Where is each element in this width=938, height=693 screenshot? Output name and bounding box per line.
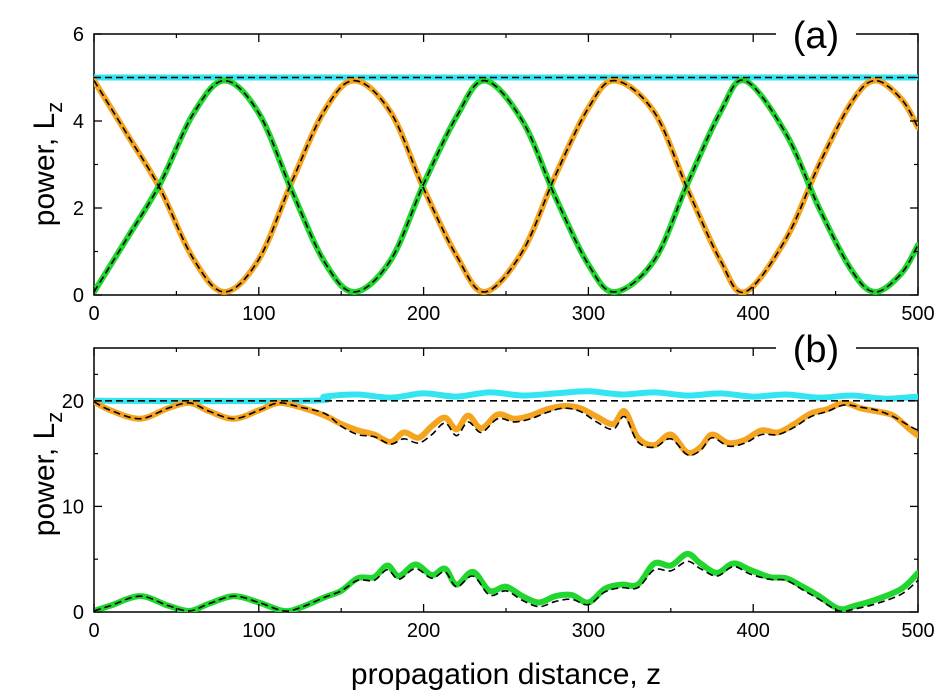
tick-layer: 0 100 200 300 400 500 0 10 20 (62, 348, 935, 642)
x-tick-label: 0 (88, 303, 99, 325)
series-line-1 (94, 77, 918, 295)
x-tick-label: 200 (407, 620, 440, 642)
panel-b: 0 100 200 300 400 500 0 10 20 (b) power, Lz prop… (28, 328, 935, 691)
y-axis-title-main: power, L (28, 113, 61, 226)
y-axis-title: power, Lz (28, 102, 67, 226)
series-line-4 (94, 79, 918, 294)
y-tick-label: 2 (73, 198, 84, 220)
x-tick-label: 0 (88, 620, 99, 642)
y-axis-title: power, Lz (28, 412, 67, 536)
series-line-2 (94, 550, 918, 612)
panel-a: 0 100 200 300 400 500 0 2 4 6 (a) power, Lz (28, 14, 935, 325)
series-line-0 (94, 388, 918, 405)
plot-frame (93, 347, 919, 613)
x-tick-label: 300 (572, 303, 605, 325)
series-line-4 (94, 401, 918, 457)
x-tick-label: 500 (901, 303, 934, 325)
y-tick-label: 6 (73, 24, 84, 46)
series-layer (94, 74, 918, 295)
panel-label: (a) (793, 15, 839, 57)
y-tick-label: 20 (62, 391, 84, 413)
x-tick-label: 200 (407, 303, 440, 325)
series-line-5 (94, 79, 918, 293)
x-tick-label: 500 (901, 620, 934, 642)
x-tick-label: 100 (242, 303, 275, 325)
y-tick-label: 4 (73, 111, 84, 133)
panel-label: (b) (793, 329, 839, 371)
series-line-2 (94, 77, 918, 295)
series-layer (94, 388, 918, 612)
y-axis-title-subscript: z (42, 102, 67, 113)
y-axis-title-main: power, L (28, 423, 61, 536)
x-tick-label: 400 (737, 303, 770, 325)
y-tick-label: 10 (62, 496, 84, 518)
plot-frame (93, 33, 919, 296)
panel-label-mask (776, 328, 856, 368)
x-tick-label: 300 (572, 620, 605, 642)
x-tick-label: 100 (242, 620, 275, 642)
y-tick-label: 0 (73, 602, 84, 624)
series-line-5 (94, 560, 918, 612)
y-axis-title-subscript: z (42, 412, 67, 423)
tick-layer: 0 100 200 300 400 500 0 2 4 6 (73, 24, 935, 325)
x-tick-label: 400 (737, 620, 770, 642)
x-axis-title: propagation distance, z (351, 658, 661, 691)
y-tick-label: 0 (73, 285, 84, 307)
panel-label-mask (776, 14, 856, 54)
